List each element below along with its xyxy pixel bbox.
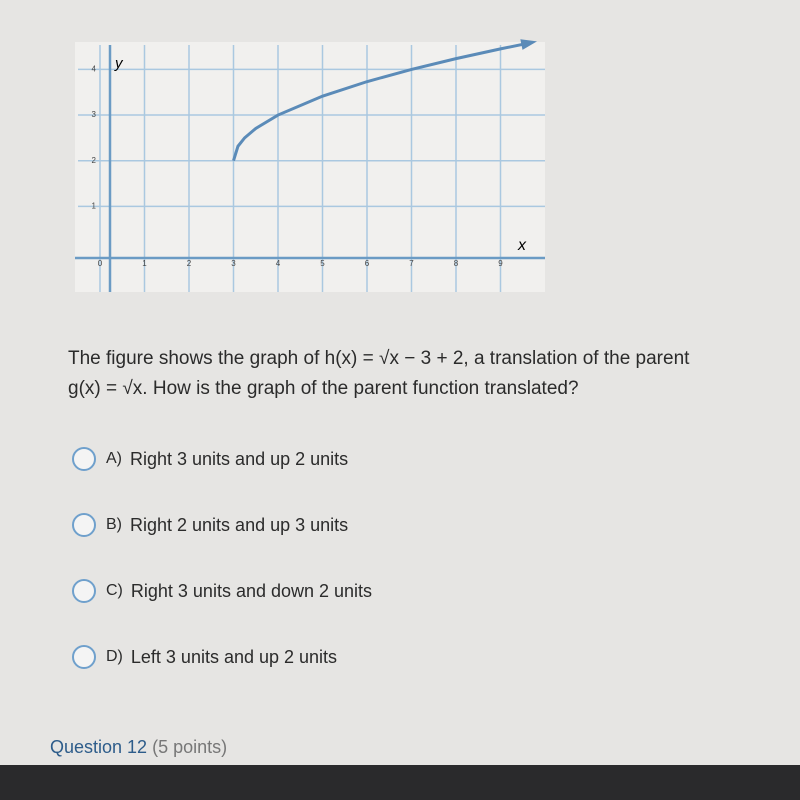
question-heading: Question 12 (5 points): [50, 737, 227, 758]
option-letter: A): [106, 450, 122, 467]
x-tick-label: 9: [498, 259, 503, 268]
option[interactable]: D) Left 3 units and up 2 units: [72, 645, 337, 669]
option-text: Left 3 units and up 2 units: [130, 646, 338, 667]
radio-button[interactable]: [72, 513, 96, 537]
footer-bar: [0, 765, 800, 800]
option[interactable]: C) Right 3 units and down 2 units: [72, 579, 372, 603]
y-tick-label: 1: [92, 201, 97, 210]
x-tick-label: 0: [98, 259, 103, 268]
curve: [232, 41, 528, 162]
prompt-line: The figure shows the graph of h(x) = √x …: [68, 348, 690, 369]
x-tick-label: 1: [142, 259, 147, 268]
x-axis-label: x: [517, 237, 527, 254]
y-axis-label: y: [114, 55, 124, 72]
x-tick-label: 3: [231, 259, 236, 268]
y-tick-label: 3: [92, 110, 97, 119]
radio-button[interactable]: [72, 579, 96, 603]
radio-button[interactable]: [72, 447, 96, 471]
option-letter: C): [106, 582, 123, 599]
option-letter: D): [106, 648, 123, 665]
x-tick-label: 2: [187, 259, 192, 268]
radio-button[interactable]: [72, 645, 96, 669]
option-text: Right 3 units and down 2 units: [130, 580, 373, 601]
option[interactable]: B) Right 2 units and up 3 units: [72, 513, 348, 537]
graph-bg: [75, 42, 545, 292]
x-tick-label: 8: [454, 259, 459, 268]
x-tick-label: 6: [365, 259, 370, 268]
y-tick-label: 4: [92, 65, 97, 74]
option-text: Right 3 units and up 2 units: [130, 448, 349, 469]
question-title: Question 12: [50, 737, 148, 757]
x-tick-label: 7: [409, 259, 414, 268]
option-letter: B): [106, 516, 122, 533]
x-tick-label: 5: [320, 259, 325, 268]
option-text: Right 2 units and up 3 units: [130, 514, 349, 535]
y-tick-label: 2: [92, 156, 97, 165]
graph: 0 1 2 3 4 5 6 7 8 9 1 2 3 4 x y: [75, 39, 545, 292]
prompt-line: g(x) = √x. How is the graph of the paren…: [68, 378, 579, 399]
option[interactable]: A) Right 3 units and up 2 units: [72, 447, 348, 471]
question-points: (5 points): [152, 737, 228, 757]
arrowhead: [520, 39, 537, 50]
x-tick-label: 4: [276, 259, 281, 268]
